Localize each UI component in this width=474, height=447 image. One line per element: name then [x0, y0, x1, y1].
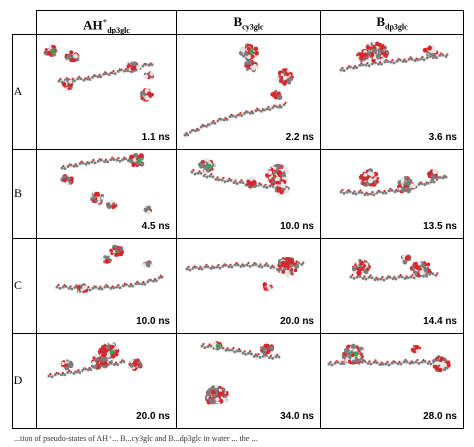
time-label: 20.0 ns	[280, 316, 314, 327]
figure-caption: ...tion of pseudo-states of AH⁺... B...c…	[14, 434, 258, 443]
label-column-left-border	[12, 34, 13, 429]
snapshot-a3: 3.6 ns	[321, 35, 463, 149]
molecule-snapshot	[349, 253, 439, 283]
time-label: 10.0 ns	[280, 221, 314, 232]
snapshot-d1: 20.0 ns	[37, 334, 176, 428]
time-label: 10.0 ns	[136, 316, 170, 327]
row-label-a: A	[13, 84, 23, 98]
snapshot-a2: 2.2 ns	[177, 35, 320, 149]
header-bottom-border	[12, 34, 464, 35]
time-label: 28.0 ns	[423, 411, 457, 422]
snapshot-b3: 13.5 ns	[321, 150, 463, 238]
time-label: 14.4 ns	[423, 316, 457, 327]
col2-right-border	[320, 10, 321, 429]
snapshot-a1: 1.1 ns	[37, 35, 176, 149]
time-label: 3.6 ns	[428, 132, 457, 143]
row-label-d: D	[13, 373, 23, 387]
molecule-snapshot	[200, 341, 281, 405]
table-bottom-border	[12, 428, 464, 429]
molecule-snapshot	[190, 158, 290, 197]
molecule-snapshot	[339, 41, 449, 73]
snapshot-b1: 4.5 ns	[37, 150, 176, 238]
molecule-snapshot	[47, 342, 143, 379]
row-b-bottom-border	[12, 238, 464, 239]
snapshot-c3: 14.4 ns	[321, 239, 463, 333]
row-label-b: B	[13, 186, 22, 200]
snapshot-c2: 20.0 ns	[177, 239, 320, 333]
table-top-border	[36, 10, 464, 11]
molecule-snapshot	[183, 43, 295, 138]
molecule-snapshot	[43, 43, 155, 102]
snapshot-b2: 10.0 ns	[177, 150, 320, 238]
column-header-ah-dp3glc: AH+dp3glc	[83, 17, 130, 35]
row-label-c: C	[13, 278, 22, 292]
molecule-snapshot	[60, 152, 153, 215]
time-label: 4.5 ns	[141, 221, 170, 232]
time-label: 20.0 ns	[136, 411, 170, 422]
molecule-snapshot	[339, 168, 448, 198]
col1-right-border	[176, 10, 177, 429]
column-header-b-cy3glc: Bcy3glc	[233, 14, 264, 32]
snapshot-d2: 34.0 ns	[177, 334, 320, 428]
row-a-bottom-border	[12, 149, 464, 150]
label-column-right-border	[36, 10, 37, 429]
snapshot-c1: 10.0 ns	[37, 239, 176, 333]
molecule-snapshot	[55, 244, 164, 295]
molecule-snapshot	[327, 343, 451, 373]
table-right-border	[463, 10, 464, 429]
time-label: 13.5 ns	[423, 221, 457, 232]
time-label: 34.0 ns	[280, 411, 314, 422]
time-label: 2.2 ns	[285, 132, 314, 143]
row-c-bottom-border	[12, 333, 464, 334]
time-label: 1.1 ns	[141, 132, 170, 143]
molecule-snapshot	[185, 256, 305, 292]
column-header-b-dp3glc: Bdp3glc	[376, 14, 408, 32]
snapshot-d3: 28.0 ns	[321, 334, 463, 428]
